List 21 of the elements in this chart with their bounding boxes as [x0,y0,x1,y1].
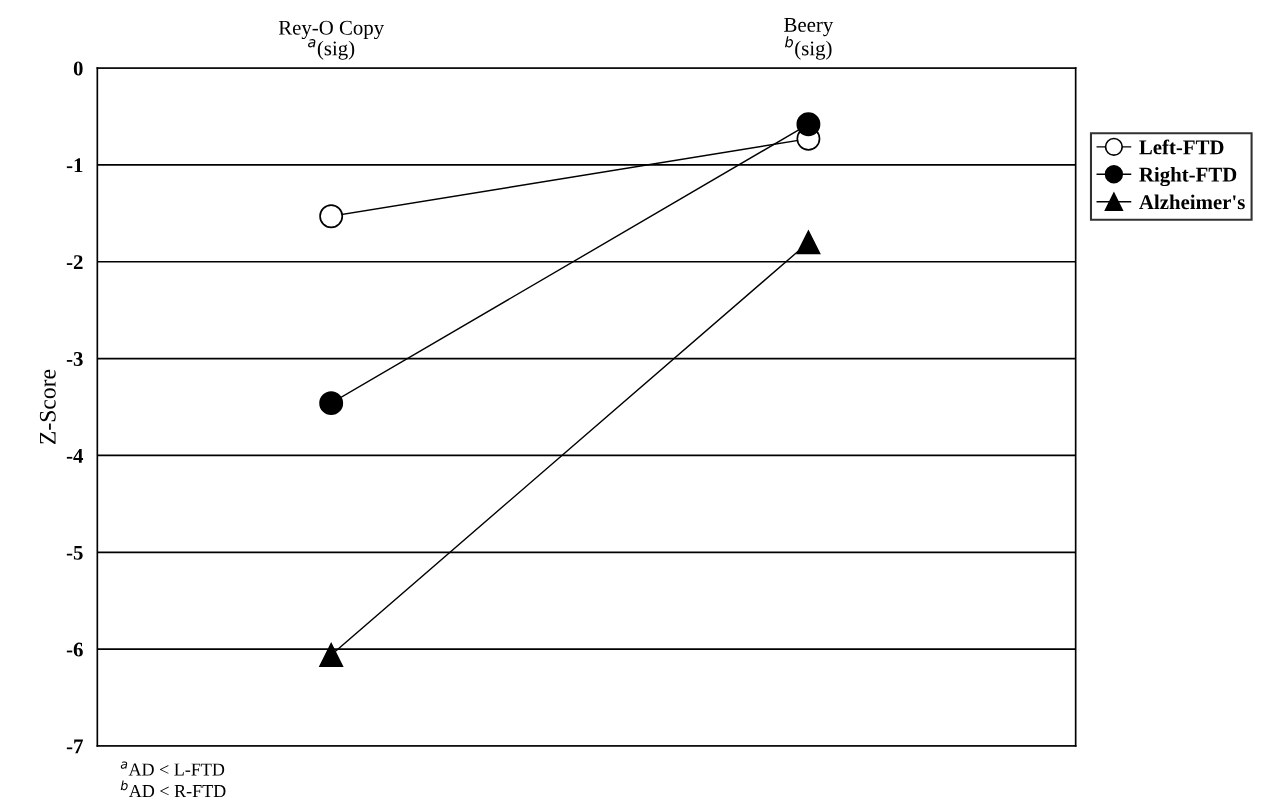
y-axis-title: Z-Score [39,369,56,444]
text: $^{b}$AD < R-FTD [120,780,226,797]
legend-label: Alzheimer's [1139,194,1245,210]
legend-label: Left-FTD [1139,139,1224,155]
x-tick-label: Beery $^{b}$(sig) [784,18,834,60]
y-tick-label: -1 [66,158,83,173]
point [796,230,821,255]
text: $^{a}$AD < L-FTD [120,761,225,776]
y-tick-label: -5 [66,545,83,560]
legend-label: Right-FTD [1139,167,1237,187]
point [319,391,344,416]
point [796,112,821,137]
y-tick-label: -4 [66,448,84,463]
y-tick-label: -6 [66,642,83,657]
point [319,204,344,229]
x-tick-label: Rey-O Copy $^{a}$(sig) [278,20,385,60]
y-tick-label: -2 [66,255,83,269]
point [319,643,344,667]
y-tick-label: -7 [66,739,83,754]
y-tick-label: 0 [73,61,83,76]
y-tick-label: -3 [66,352,83,367]
